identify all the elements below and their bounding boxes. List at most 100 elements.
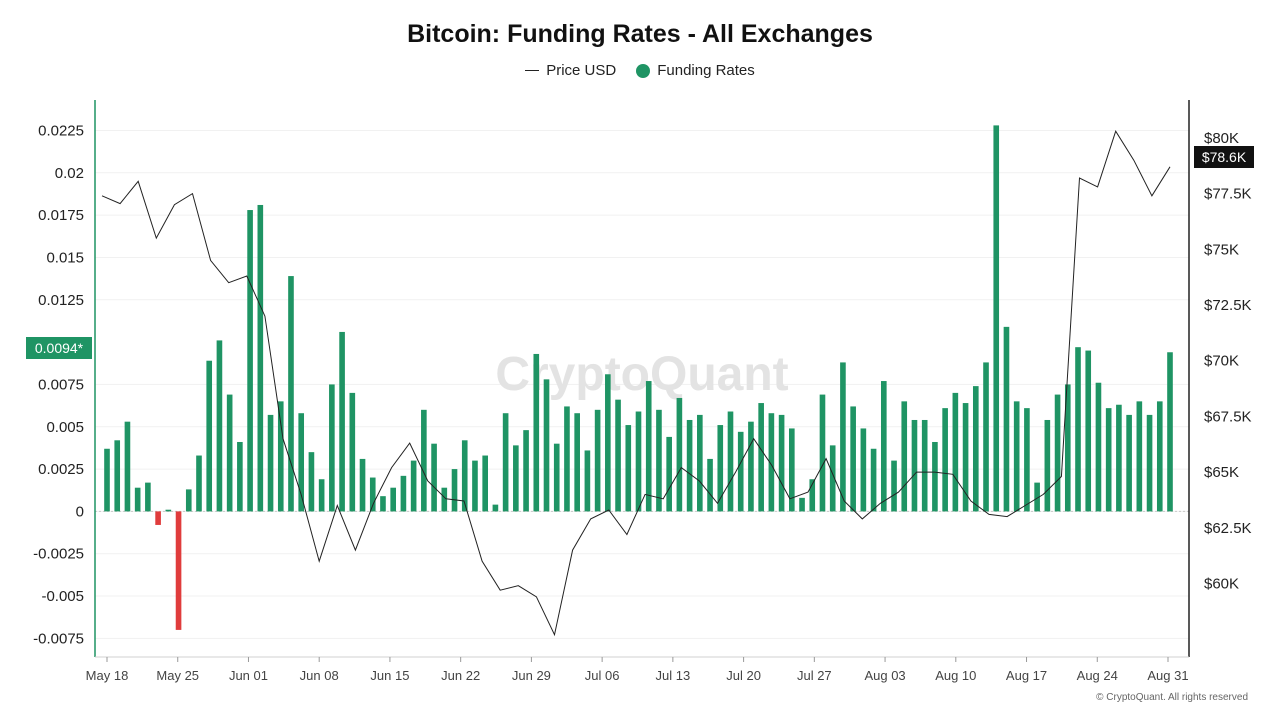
funding-bar[interactable] xyxy=(1044,419,1051,512)
funding-bar[interactable] xyxy=(134,487,141,512)
funding-bar[interactable] xyxy=(625,425,632,512)
funding-bar[interactable] xyxy=(1156,401,1163,512)
funding-bar[interactable] xyxy=(533,353,540,512)
funding-bar[interactable] xyxy=(942,408,948,512)
funding-bar[interactable] xyxy=(288,276,294,512)
funding-bar[interactable] xyxy=(431,443,437,512)
funding-bar[interactable] xyxy=(1054,394,1061,512)
funding-bar[interactable] xyxy=(390,487,397,512)
funding-bar[interactable] xyxy=(114,440,121,512)
funding-bar[interactable] xyxy=(707,458,713,512)
funding-bar[interactable] xyxy=(574,413,580,512)
funding-bar[interactable] xyxy=(656,409,662,512)
funding-bar[interactable] xyxy=(145,482,151,512)
funding-bar[interactable] xyxy=(809,479,816,512)
funding-bar[interactable] xyxy=(1095,382,1102,512)
funding-bar[interactable] xyxy=(247,210,253,512)
funding-bar[interactable] xyxy=(543,379,550,512)
funding-bar[interactable] xyxy=(697,414,703,512)
funding-bar[interactable] xyxy=(472,460,478,512)
funding-bar[interactable] xyxy=(789,428,795,512)
funding-bar[interactable] xyxy=(1013,401,1020,512)
funding-bar[interactable] xyxy=(1024,408,1030,512)
funding-bar[interactable] xyxy=(1064,384,1071,512)
funding-bar[interactable] xyxy=(277,401,284,512)
funding-bar[interactable] xyxy=(185,489,192,512)
funding-bar[interactable] xyxy=(584,450,591,512)
funding-bar[interactable] xyxy=(594,409,601,512)
funding-bar[interactable] xyxy=(318,479,325,512)
funding-bar[interactable] xyxy=(686,419,693,512)
funding-bar[interactable] xyxy=(492,504,499,512)
funding-bar[interactable] xyxy=(819,394,826,512)
funding-bar[interactable] xyxy=(237,441,243,512)
funding-bar[interactable] xyxy=(564,406,570,512)
funding-bar[interactable] xyxy=(226,394,233,512)
funding-bar[interactable] xyxy=(523,430,529,512)
funding-bar[interactable] xyxy=(369,477,376,512)
funding-bar[interactable] xyxy=(308,452,315,512)
funding-bar[interactable] xyxy=(451,469,458,512)
funding-bar[interactable] xyxy=(799,497,805,512)
funding-bar[interactable] xyxy=(216,340,223,512)
funding-bar[interactable] xyxy=(1085,350,1092,512)
legend-item-funding[interactable]: Funding Rates xyxy=(636,62,755,79)
funding-bar[interactable] xyxy=(124,421,131,512)
funding-bar[interactable] xyxy=(380,496,386,512)
funding-bar[interactable] xyxy=(993,125,1000,512)
funding-bar[interactable] xyxy=(1136,401,1143,512)
funding-bar[interactable] xyxy=(901,401,908,512)
funding-bar[interactable] xyxy=(1116,404,1122,512)
funding-bar[interactable] xyxy=(1034,482,1040,512)
funding-bar[interactable] xyxy=(972,386,979,512)
funding-bar[interactable] xyxy=(155,511,161,525)
funding-bar[interactable] xyxy=(737,431,744,512)
funding-bar[interactable] xyxy=(104,448,110,512)
funding-bar[interactable] xyxy=(850,406,856,512)
funding-bar[interactable] xyxy=(645,381,652,512)
funding-bar[interactable] xyxy=(502,413,509,512)
funding-bar[interactable] xyxy=(983,362,989,512)
funding-bar[interactable] xyxy=(717,425,724,512)
funding-bar[interactable] xyxy=(676,397,683,512)
funding-bar[interactable] xyxy=(165,509,172,512)
funding-bar[interactable] xyxy=(829,445,836,512)
funding-bar[interactable] xyxy=(768,413,775,512)
funding-bar[interactable] xyxy=(615,399,621,512)
funding-bar[interactable] xyxy=(421,409,427,512)
funding-bar[interactable] xyxy=(206,360,213,512)
funding-bar[interactable] xyxy=(441,487,448,512)
funding-bar[interactable] xyxy=(1167,352,1173,512)
funding-bar[interactable] xyxy=(840,362,846,512)
funding-bar[interactable] xyxy=(553,443,560,512)
funding-bar[interactable] xyxy=(921,419,928,512)
legend-item-price[interactable]: Price USD xyxy=(525,62,616,79)
funding-bar[interactable] xyxy=(911,419,918,512)
funding-bar[interactable] xyxy=(410,460,417,512)
funding-bar[interactable] xyxy=(267,414,274,512)
funding-bar[interactable] xyxy=(400,475,407,512)
funding-bar[interactable] xyxy=(339,331,345,512)
funding-bar[interactable] xyxy=(727,411,734,512)
funding-bar[interactable] xyxy=(359,458,366,512)
funding-bar[interactable] xyxy=(748,421,754,512)
funding-bar[interactable] xyxy=(758,403,764,512)
funding-bar[interactable] xyxy=(870,448,877,512)
funding-bar[interactable] xyxy=(482,455,488,512)
funding-bar[interactable] xyxy=(952,392,959,512)
funding-bar[interactable] xyxy=(962,403,969,512)
funding-bar[interactable] xyxy=(329,384,335,512)
funding-bar[interactable] xyxy=(175,511,182,630)
funding-bar[interactable] xyxy=(880,381,887,512)
funding-bar[interactable] xyxy=(1075,347,1081,512)
funding-bar[interactable] xyxy=(1146,414,1153,512)
funding-bar[interactable] xyxy=(605,374,611,512)
funding-bar[interactable] xyxy=(635,411,642,512)
funding-bar[interactable] xyxy=(349,392,356,512)
funding-bar[interactable] xyxy=(257,204,264,512)
funding-bar[interactable] xyxy=(891,460,897,512)
funding-bar[interactable] xyxy=(461,440,468,512)
funding-bar[interactable] xyxy=(932,441,938,512)
funding-bar[interactable] xyxy=(1003,326,1010,512)
funding-bar[interactable] xyxy=(513,445,519,512)
